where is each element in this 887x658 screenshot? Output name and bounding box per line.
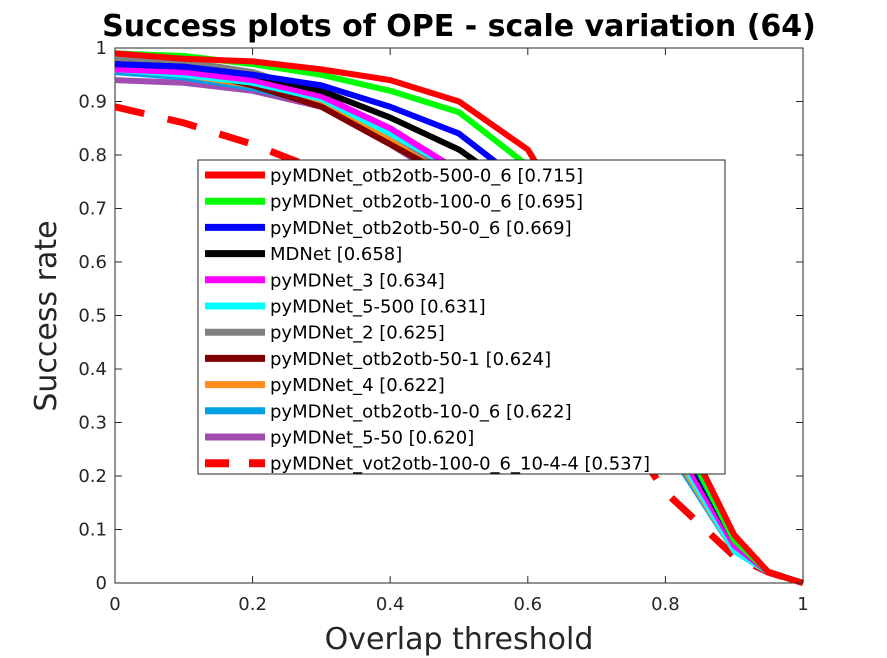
- tick-layer: 0 0.2 0.4 0.6 0.8 1 0 0.1 0.2 0.3 0.4 0.5 0.6 0.7 0.8 0…: [78, 38, 808, 615]
- y-tick-label: 0.8: [78, 145, 107, 166]
- legend: pyMDNet_otb2otb-500-0_6 [0.715] pyMDNet_o…: [197, 159, 726, 475]
- x-tick-label: 0.2: [238, 594, 267, 615]
- y-tick-label: 0.9: [78, 92, 107, 113]
- legend-label-4: MDNet [0.658]: [270, 244, 402, 265]
- legend-label-10: pyMDNet_otb2otb-10-0_6 [0.622]: [270, 401, 572, 422]
- chart-title: Success plots of OPE - scale variation (…: [102, 9, 816, 44]
- x-tick-label: 1: [797, 594, 808, 615]
- legend-label-6: pyMDNet_5-500 [0.631]: [270, 297, 486, 318]
- x-axis-label: Overlap threshold: [325, 622, 594, 657]
- legend-label-8: pyMDNet_otb2otb-50-1 [0.624]: [270, 349, 551, 370]
- y-tick-label: 0.6: [78, 252, 107, 273]
- series-line-1: [114, 50, 804, 586]
- legend-label-5: pyMDNet_3 [0.634]: [270, 270, 445, 291]
- x-tick-label: 0: [109, 594, 120, 615]
- y-axis-label: Success rate: [29, 220, 64, 411]
- legend-label-9: pyMDNet_4 [0.622]: [270, 375, 445, 396]
- y-tick-label: 0.7: [78, 199, 107, 220]
- x-tick-label: 0.8: [651, 594, 680, 615]
- y-tick-label: 0.4: [78, 359, 107, 380]
- legend-label-12: pyMDNet_vot2otb-100-0_6_10-4-4 [0.537]: [270, 454, 650, 475]
- series-line-12: [114, 103, 805, 587]
- legend-label-2: pyMDNet_otb2otb-100-0_6 [0.695]: [270, 192, 583, 213]
- y-tick-label: 1: [96, 38, 107, 59]
- y-tick-label: 0.5: [78, 306, 107, 327]
- legend-box: [197, 159, 726, 475]
- legend-label-1: pyMDNet_otb2otb-500-0_6 [0.715]: [270, 166, 583, 187]
- x-tick-label: 0.4: [376, 594, 405, 615]
- x-tick-label: 0.6: [513, 594, 542, 615]
- y-tick-label: 0.2: [78, 466, 107, 487]
- y-tick-label: 0.1: [78, 520, 107, 541]
- legend-label-3: pyMDNet_otb2otb-50-0_6 [0.669]: [270, 218, 572, 239]
- legend-label-7: pyMDNet_2 [0.625]: [270, 323, 445, 344]
- y-tick-label: 0: [96, 573, 107, 594]
- legend-label-11: pyMDNet_5-50 [0.620]: [270, 428, 474, 449]
- y-tick-label: 0.3: [78, 413, 107, 434]
